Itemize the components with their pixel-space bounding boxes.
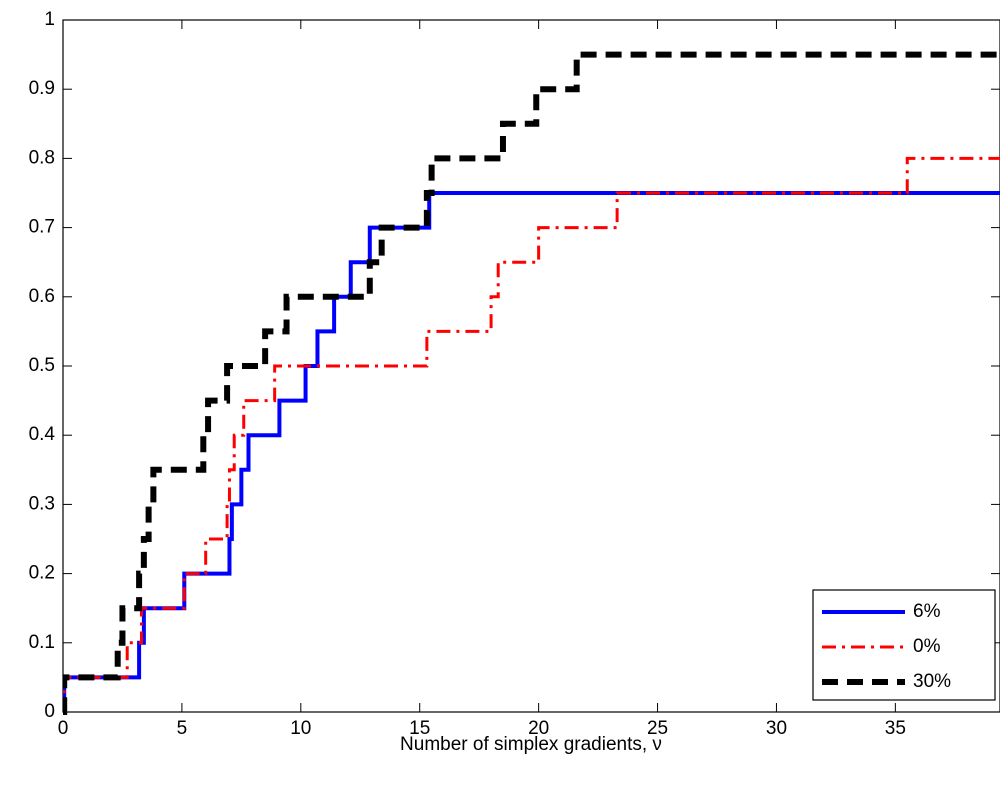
step-line (63, 191, 1000, 714)
x-tick-label: 15 (409, 718, 430, 739)
y-tick-label: 0.8 (29, 147, 55, 168)
legend-label: 6% (913, 601, 941, 622)
x-tick-label: 20 (528, 718, 549, 739)
y-tick-label: 0.1 (29, 632, 55, 653)
x-tick-label: 10 (290, 718, 311, 739)
x-tick-label: 35 (885, 718, 906, 739)
x-tick-label: 5 (177, 718, 188, 739)
y-tick-label: 0.9 (29, 78, 55, 99)
legend-label: 0% (913, 636, 941, 657)
step-line (63, 51, 1000, 715)
x-tick-label: 25 (647, 718, 668, 739)
y-tick-label: 0.4 (29, 424, 56, 445)
y-tick-label: 0.2 (29, 563, 55, 584)
x-tick-label: 0 (58, 718, 69, 739)
y-tick-label: 1 (44, 9, 55, 30)
legend-label: 30% (913, 671, 951, 692)
y-tick-label: 0.3 (29, 493, 55, 514)
x-tick-label: 30 (766, 718, 787, 739)
y-tick-label: 0.5 (29, 355, 55, 376)
y-tick-label: 0.6 (29, 286, 55, 307)
y-tick-label: 0.7 (29, 217, 55, 238)
y-tick-label: 0 (44, 701, 55, 722)
x-axis-label: Number of simplex gradients, ν (400, 734, 662, 755)
